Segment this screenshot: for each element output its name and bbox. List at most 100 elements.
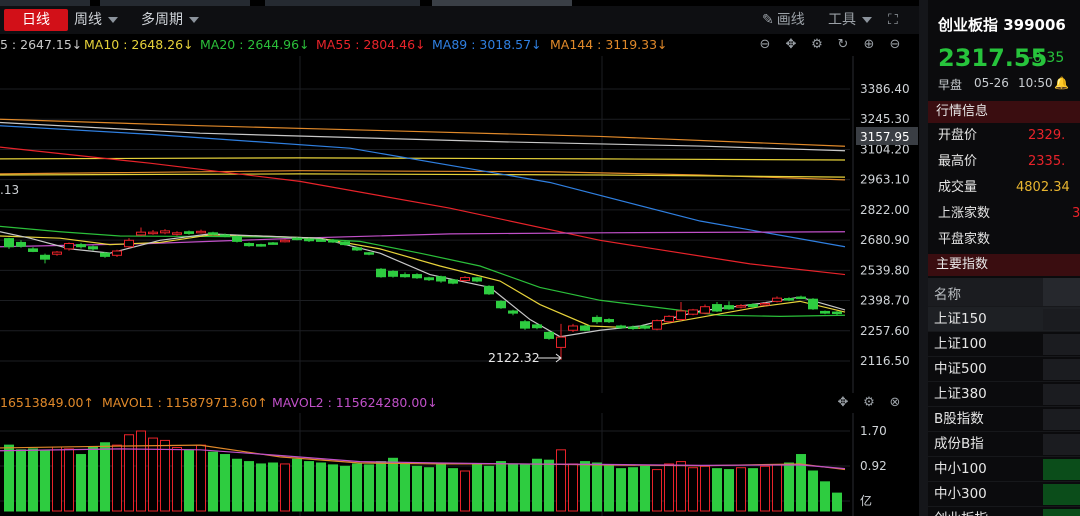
move-icon[interactable]: ✥ bbox=[785, 37, 797, 52]
candle bbox=[472, 276, 482, 283]
volume-bar bbox=[400, 463, 410, 512]
fullscreen-icon[interactable]: ⛶ bbox=[888, 12, 898, 28]
market-info-value: 2335. bbox=[1028, 154, 1066, 169]
candle bbox=[628, 325, 638, 330]
collapse-icon[interactable]: ⊖ bbox=[759, 37, 771, 52]
price-tag: 3157.95 bbox=[860, 130, 910, 144]
candle bbox=[196, 229, 206, 234]
bell-icon[interactable]: 🔔 bbox=[1054, 76, 1069, 90]
candle bbox=[148, 230, 158, 235]
volume-bar bbox=[688, 467, 698, 512]
candle bbox=[52, 251, 62, 256]
index-row[interactable]: 上证100 bbox=[928, 331, 1080, 357]
volume-bar bbox=[520, 464, 530, 512]
index-row-cell bbox=[1043, 484, 1080, 505]
ma20-value: MA20 : 2644.96↓ bbox=[200, 37, 310, 52]
ma10-value: MA10 : 2648.26↓ bbox=[84, 37, 194, 52]
volume-bar bbox=[628, 467, 638, 512]
index-row[interactable]: 上证150 bbox=[928, 306, 1080, 332]
index-row-name: 中证500 bbox=[934, 361, 987, 377]
volume-ma-lines bbox=[0, 444, 846, 471]
candle bbox=[28, 247, 38, 253]
volume-bar bbox=[172, 446, 182, 512]
index-row[interactable]: 中证500 bbox=[928, 356, 1080, 382]
market-info-row: 成交量 4802.34 bbox=[928, 175, 1080, 201]
candle bbox=[508, 309, 518, 316]
price-axis-tick: 2539.80 bbox=[860, 263, 910, 277]
candle bbox=[544, 331, 554, 340]
index-row[interactable]: B股指数 bbox=[928, 406, 1080, 432]
volume-bar bbox=[484, 465, 494, 512]
volume-bar bbox=[712, 468, 722, 512]
zoom-out-icon[interactable]: ⊖ bbox=[889, 37, 901, 52]
move-icon[interactable]: ✥ bbox=[837, 395, 849, 410]
market-info-value: 2329. bbox=[1028, 128, 1066, 143]
volume-bar bbox=[16, 449, 26, 512]
volume-chart[interactable]: 1.70 0.92 亿 bbox=[0, 413, 920, 516]
index-price: 2317.55 bbox=[938, 44, 1048, 72]
index-change: -0.35 bbox=[1028, 50, 1065, 66]
index-row[interactable]: 创业板指 bbox=[928, 506, 1080, 516]
candle bbox=[76, 242, 86, 249]
volume-bar bbox=[496, 461, 506, 512]
market-info-key: 平盘家数 bbox=[938, 232, 991, 247]
candle bbox=[16, 240, 26, 248]
tab-weekly[interactable]: 周线 bbox=[74, 9, 134, 31]
chevron-down-icon bbox=[189, 17, 199, 23]
close-icon[interactable]: ⊗ bbox=[889, 395, 901, 410]
draw-line-button[interactable]: ✎ 画线 bbox=[762, 9, 814, 31]
volume-bar bbox=[100, 442, 110, 512]
tab-multi-period-label: 多周期 bbox=[141, 12, 183, 28]
gear-icon[interactable]: ⚙ bbox=[811, 37, 823, 52]
index-col-2 bbox=[1043, 278, 1080, 306]
candle bbox=[796, 295, 806, 300]
volume-bar bbox=[544, 459, 554, 512]
ma5-line bbox=[0, 231, 846, 338]
candle bbox=[712, 301, 722, 313]
candle bbox=[616, 324, 626, 329]
candle bbox=[532, 323, 542, 330]
candle bbox=[40, 253, 50, 264]
tab-daily[interactable]: 日线 bbox=[4, 9, 68, 31]
market-info-row: 平盘家数 bbox=[928, 227, 1080, 253]
tab-multi-period[interactable]: 多周期 bbox=[141, 9, 221, 31]
index-row[interactable]: 中小100 bbox=[928, 456, 1080, 482]
gear-icon[interactable]: ⚙ bbox=[863, 395, 875, 410]
volume-bar bbox=[748, 468, 758, 512]
candle bbox=[748, 303, 758, 308]
volume-bar bbox=[532, 458, 542, 512]
zoom-in-icon[interactable]: ⊕ bbox=[863, 37, 875, 52]
price-axis-tick: 2398.70 bbox=[860, 294, 910, 308]
ma144-line bbox=[0, 118, 846, 147]
ma144-line bbox=[0, 170, 846, 181]
index-name: 创业板指 399006 bbox=[938, 16, 1066, 34]
candle bbox=[688, 308, 698, 316]
market-info-row: 开盘价 2329. bbox=[928, 123, 1080, 149]
market-info-header: 行情信息 bbox=[928, 101, 1080, 123]
candle bbox=[184, 230, 194, 235]
index-row[interactable]: 上证380 bbox=[928, 381, 1080, 407]
volume-bar bbox=[124, 434, 134, 512]
volume-bar bbox=[760, 465, 770, 512]
index-row-cell bbox=[1043, 409, 1080, 430]
volume-bar bbox=[448, 468, 458, 512]
candlestick-chart[interactable]: 3386.40 3245.30 3104.20 2963.10 2822.00 2680.… bbox=[0, 56, 920, 393]
volume-legend: 16513849.00↑ MAVOL1 : 115879713.60↑ MAVO… bbox=[0, 393, 920, 413]
tools-button[interactable]: 工具 bbox=[828, 9, 878, 31]
ma20-line bbox=[0, 225, 846, 317]
refresh-icon[interactable]: ↻ bbox=[837, 37, 849, 52]
index-row[interactable]: 成份B指 bbox=[928, 431, 1080, 457]
candle bbox=[736, 304, 746, 309]
candle bbox=[640, 324, 650, 330]
ma-legend: 5 : 2647.15↓ MA10 : 2648.26↓ MA20 : 2644… bbox=[0, 34, 920, 56]
volume-bar bbox=[112, 444, 122, 512]
panel-splitter[interactable] bbox=[919, 0, 928, 516]
index-row-cell bbox=[1043, 334, 1080, 355]
index-row[interactable]: 中小300 bbox=[928, 481, 1080, 507]
candle bbox=[244, 242, 254, 247]
chart-controls: ⊖ ✥ ⚙ ↻ ⊕ ⊖ bbox=[758, 34, 908, 56]
price-axis-tick: 3245.30 bbox=[860, 112, 910, 126]
index-row-name: 中小100 bbox=[934, 461, 987, 477]
volume-bar bbox=[700, 465, 710, 512]
volume-bar bbox=[664, 463, 674, 512]
